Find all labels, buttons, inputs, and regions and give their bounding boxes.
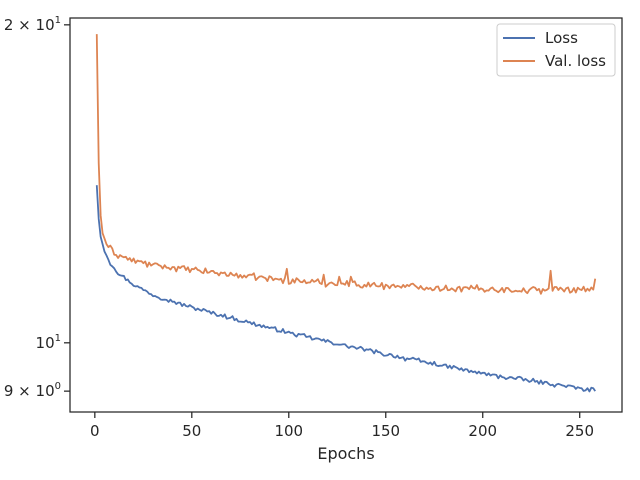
legend-label-val-loss: Val. loss — [545, 52, 606, 70]
legend: Loss Val. loss — [496, 23, 616, 77]
series-line-val-loss — [95, 34, 597, 295]
plot-area — [70, 18, 622, 412]
series-line-loss — [95, 185, 596, 393]
y-tick-label: 101 — [36, 333, 61, 352]
plot-frame — [69, 17, 623, 413]
y-tick-label: 2 × 101 — [4, 15, 61, 34]
y-tick-label: 9 × 100 — [4, 381, 61, 400]
x-tick-label: 200 — [468, 422, 497, 440]
x-axis-label: Epochs — [317, 444, 374, 463]
y-axis: 2 × 101 101 9 × 100 — [4, 15, 70, 400]
legend-label-loss: Loss — [545, 29, 578, 47]
x-tick-label: 0 — [90, 422, 100, 440]
series-layer — [95, 34, 597, 393]
x-tick-label: 250 — [565, 422, 594, 440]
x-tick-label: 100 — [274, 422, 303, 440]
x-tick-label: 150 — [371, 422, 400, 440]
x-tick-label: 50 — [182, 422, 201, 440]
x-axis: 0 50 100 150 200 250 — [90, 412, 594, 440]
